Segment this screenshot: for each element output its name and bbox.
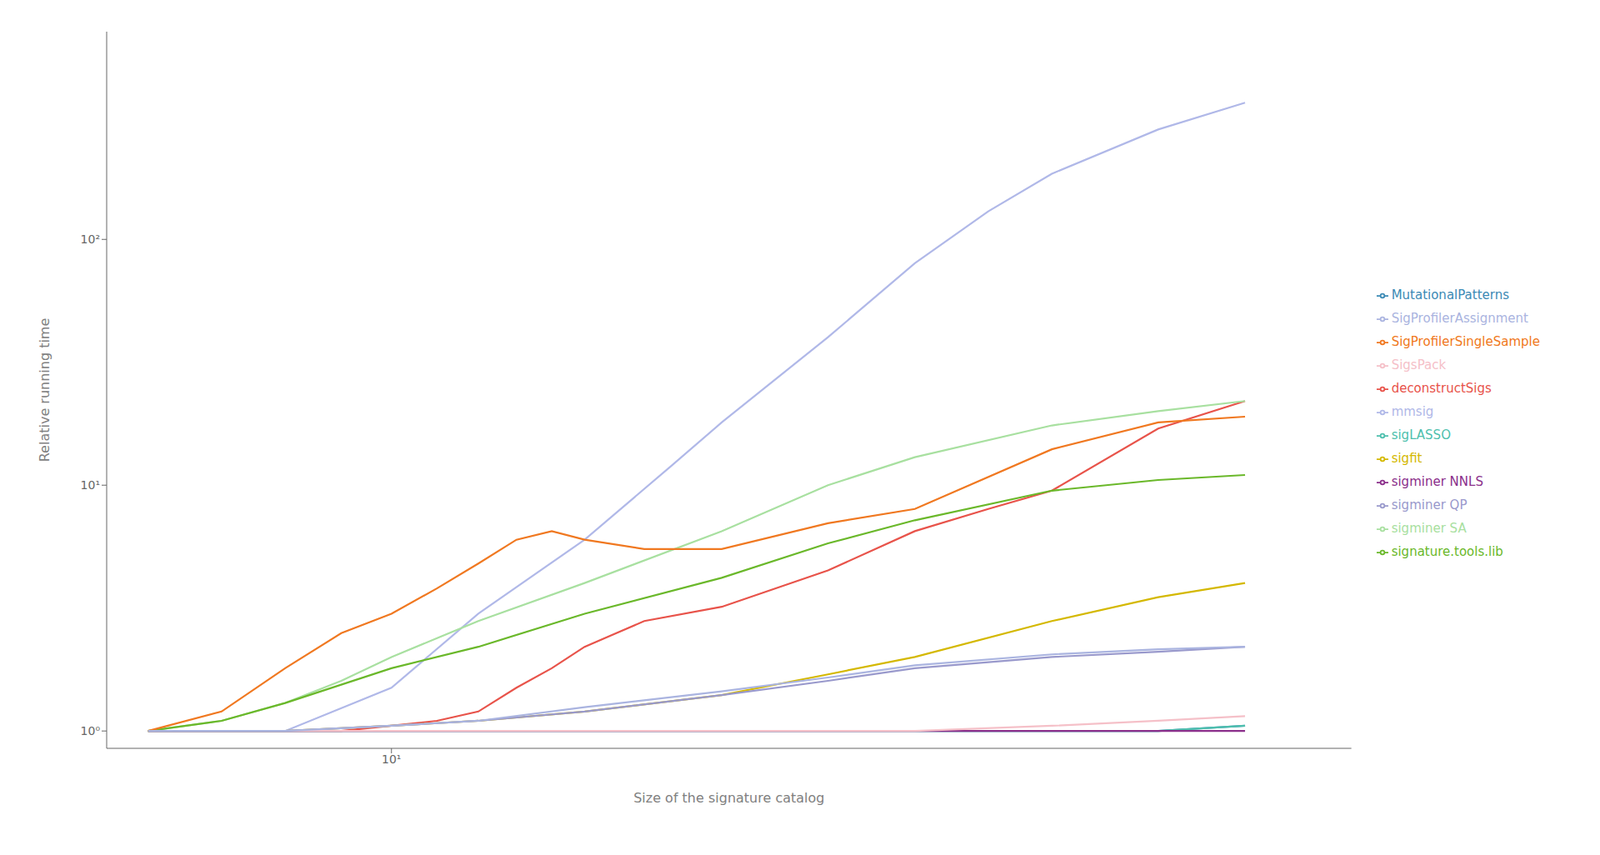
html-text:sigLASSO: sigLASSO bbox=[1391, 427, 1451, 443]
svg-text:10²: 10² bbox=[80, 232, 100, 246]
html-text:SigProfilerAssignment: SigProfilerAssignment bbox=[1391, 310, 1529, 326]
svg-text:Relative running time: Relative running time bbox=[36, 318, 53, 463]
html-text:signature.tools.lib: signature.tools.lib bbox=[1391, 544, 1504, 560]
svg-text:10¹: 10¹ bbox=[80, 478, 100, 492]
svg-text:10⁰: 10⁰ bbox=[80, 724, 101, 738]
html-text:SigProfilerSingleSample: SigProfilerSingleSample bbox=[1391, 334, 1540, 350]
svg-text:Size of the signature catalog: Size of the signature catalog bbox=[633, 790, 825, 806]
html-text:deconstructSigs: deconstructSigs bbox=[1391, 380, 1492, 396]
html-text:MutationalPatterns: MutationalPatterns bbox=[1391, 287, 1510, 303]
html-text:SigsPack: SigsPack bbox=[1391, 357, 1446, 373]
html-text:sigminer NNLS: sigminer NNLS bbox=[1391, 474, 1484, 490]
html-text:sigfit: sigfit bbox=[1391, 450, 1423, 466]
html-text:sigminer SA: sigminer SA bbox=[1391, 520, 1467, 536]
html-text:mmsig: mmsig bbox=[1391, 404, 1434, 420]
svg-text:10¹: 10¹ bbox=[381, 752, 401, 766]
html-text:sigminer QP: sigminer QP bbox=[1391, 497, 1467, 513]
